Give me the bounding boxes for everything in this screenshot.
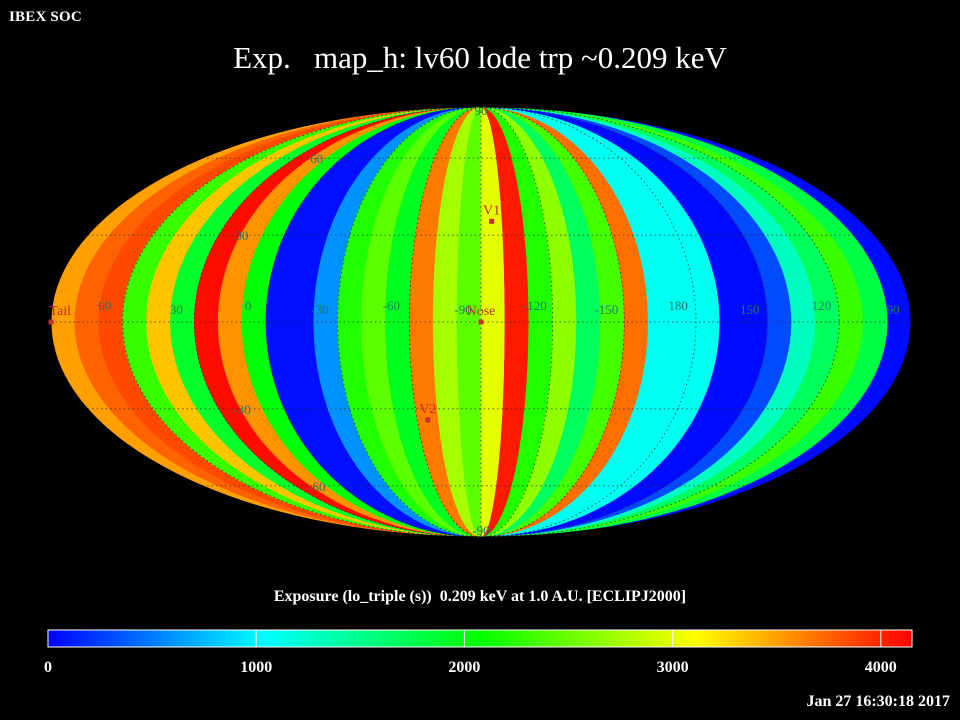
longitude-label: -120 (523, 298, 547, 313)
meridian-line (265, 107, 482, 537)
corner-label: IBEX SOC (9, 9, 82, 25)
graticule (51, 107, 911, 537)
longitude-label: 120 (812, 298, 832, 313)
colorbar-title: Exposure (lo_triple (s)) 0.209 keV at 1.… (273, 588, 687, 605)
colorbar-tick-label: 1000 (240, 659, 273, 676)
colorbar-tick-label: 4000 (864, 659, 897, 676)
longitude-label: 60 (98, 298, 111, 313)
meridian-line (193, 107, 482, 537)
latitude-label: -90 (472, 523, 489, 538)
colorbar-gradient (47, 629, 913, 648)
colorbar-tick-label: 0 (44, 659, 52, 676)
latitude-label: 60 (310, 151, 323, 166)
map-markers: Nose V1 V2 Tail (48, 203, 500, 423)
latitude-label: 30 (236, 228, 249, 243)
meridian-line (408, 107, 482, 537)
marker-nose-label: Nose (467, 304, 496, 319)
longitude-label: 30 (170, 302, 183, 317)
colorbar-tick-label: 2000 (448, 659, 481, 676)
colorbar-tick-label: 3000 (656, 659, 689, 676)
longitude-label: 0 (245, 298, 252, 313)
timestamp: Jan 27 16:30:18 2017 (806, 693, 950, 710)
longitude-label: -30 (311, 302, 328, 317)
marker-v2-label: V2 (419, 402, 436, 417)
marker-v1-dot (489, 218, 495, 224)
meridian-line (480, 107, 625, 537)
grid-labels: 60 30 0 -30 -60 -90 -120 -150 180 150 120 90 90 60 30 -… (98, 103, 899, 538)
latitude-label: -30 (233, 402, 250, 417)
marker-tail-label: Tail (49, 304, 71, 319)
longitude-label: -60 (383, 298, 400, 313)
marker-tail-dot (48, 319, 54, 325)
map-title: Exp. map_h: lv60 lode trp ~0.209 keV (233, 40, 727, 75)
longitude-label: -150 (594, 302, 618, 317)
marker-v2-dot (425, 417, 431, 423)
meridian-line (480, 107, 840, 537)
colorbar (47, 629, 913, 648)
longitude-label: 150 (740, 302, 760, 317)
latitude-label: -60 (308, 479, 325, 494)
latitude-label: 90 (475, 103, 488, 118)
longitude-label: -90 (454, 302, 471, 317)
meridian-line (337, 107, 482, 537)
longitude-label: 180 (668, 298, 688, 313)
marker-v1-label: V1 (483, 203, 500, 218)
colorbar-ticks (255, 630, 882, 647)
marker-nose-dot (478, 319, 484, 325)
longitude-label: 90 (887, 302, 900, 317)
